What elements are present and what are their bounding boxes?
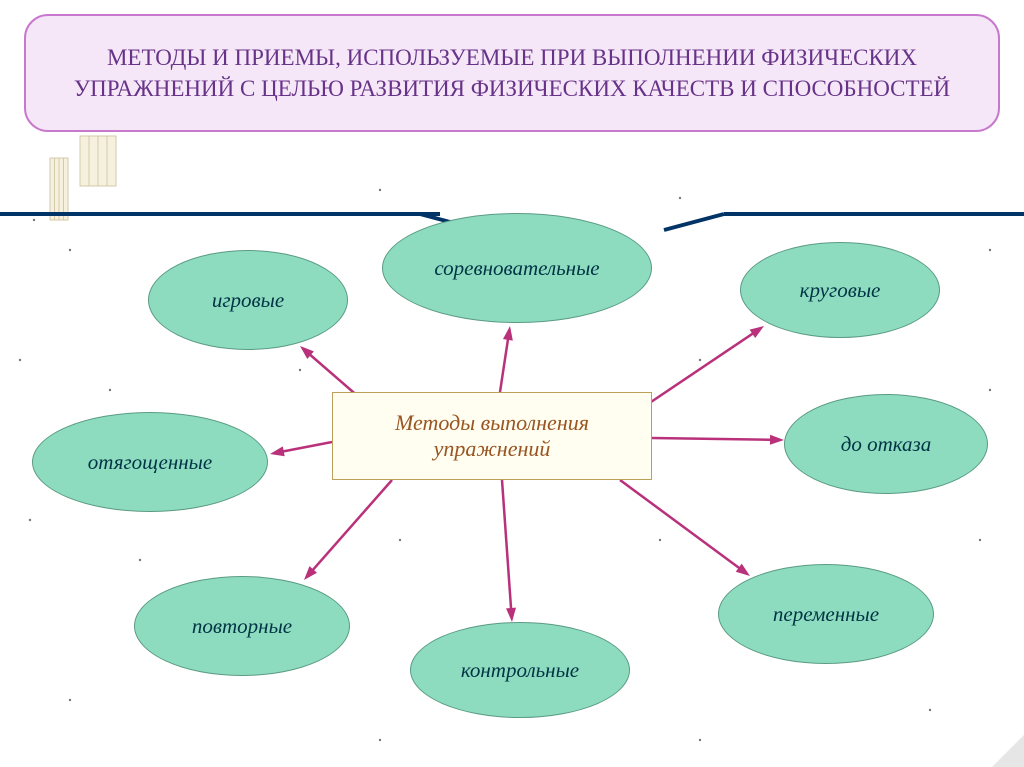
node-label: круговые: [800, 278, 881, 303]
title-text: МЕТОДЫ И ПРИЕМЫ, ИСПОЛЬЗУЕМЫЕ ПРИ ВЫПОЛН…: [66, 42, 958, 104]
page-corner-fold: [992, 735, 1024, 767]
center-box: Методы выполнения упражнений: [332, 392, 652, 480]
node-games: игровые: [148, 250, 348, 350]
center-text: Методы выполнения упражнений: [353, 410, 631, 462]
node-repeated: повторные: [134, 576, 350, 676]
node-label: отягощенные: [88, 450, 212, 475]
node-label: переменные: [773, 602, 879, 627]
node-competitive: соревновательные: [382, 213, 652, 323]
node-label: соревновательные: [434, 256, 599, 281]
node-label: контрольные: [461, 658, 579, 683]
node-label: игровые: [212, 288, 284, 313]
node-circular: круговые: [740, 242, 940, 338]
node-control: контрольные: [410, 622, 630, 718]
node-label: до отказа: [841, 432, 932, 457]
node-label: повторные: [192, 614, 292, 639]
diagram-canvas: МЕТОДЫ И ПРИЕМЫ, ИСПОЛЬЗУЕМЫЕ ПРИ ВЫПОЛН…: [0, 0, 1024, 767]
node-to-failure: до отказа: [784, 394, 988, 494]
node-variable: переменные: [718, 564, 934, 664]
node-weighted: отягощенные: [32, 412, 268, 512]
title-box: МЕТОДЫ И ПРИЕМЫ, ИСПОЛЬЗУЕМЫЕ ПРИ ВЫПОЛН…: [24, 14, 1000, 132]
